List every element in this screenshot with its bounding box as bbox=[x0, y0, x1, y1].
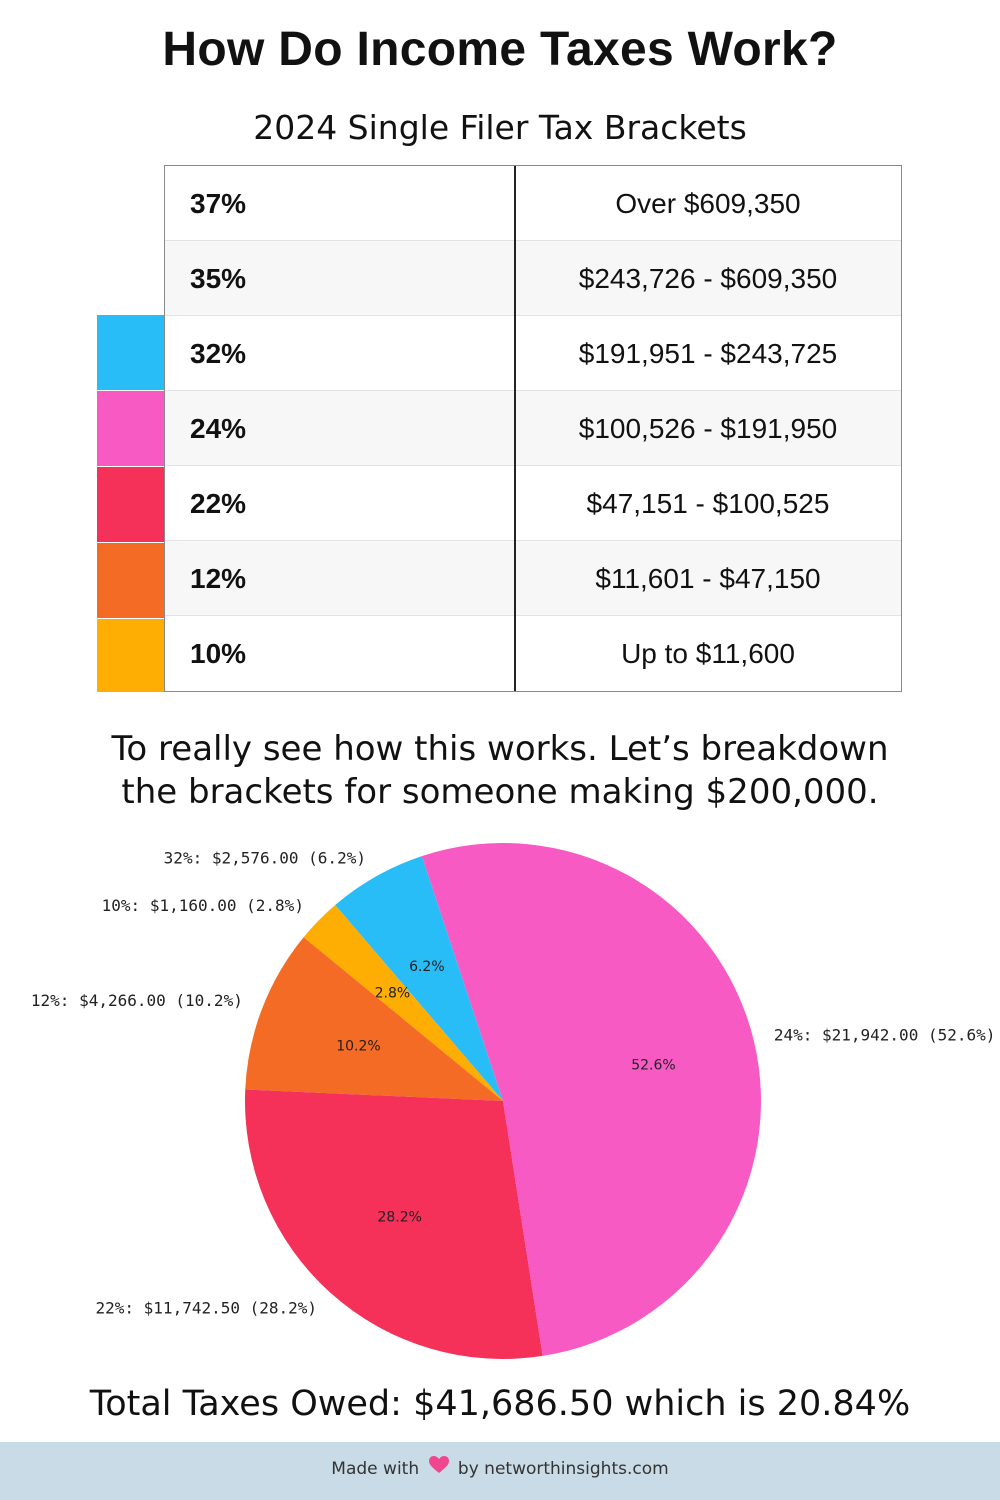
page-title: How Do Income Taxes Work? bbox=[162, 23, 838, 76]
total-value: $41,686.50 which is 20.84% bbox=[413, 1384, 911, 1424]
pie-inner-label: 28.2% bbox=[377, 1209, 421, 1225]
bracket-range: Over $609,350 bbox=[615, 188, 801, 219]
table-column-divider bbox=[514, 166, 516, 691]
bracket-rate: 32% bbox=[190, 338, 247, 369]
bracket-range: Up to $11,600 bbox=[621, 638, 795, 669]
total-label: Total Taxes Owed: bbox=[89, 1384, 402, 1424]
table-row: 12% $11,601 - $47,150 bbox=[165, 541, 901, 616]
pie-inner-label: 52.6% bbox=[631, 1058, 675, 1074]
pie-outer-label: 22%: $11,742.50 (28.2%) bbox=[96, 1299, 318, 1318]
footer-link[interactable]: by networthinsights.com bbox=[457, 1459, 669, 1479]
pie-slice-22 bbox=[245, 1089, 543, 1359]
bracket-range: $191,951 - $243,725 bbox=[578, 338, 838, 369]
bracket-range: $11,601 - $47,150 bbox=[595, 563, 821, 594]
pie-outer-label: 10%: $1,160.00 (2.8%) bbox=[102, 896, 304, 915]
swatch-24 bbox=[97, 391, 164, 466]
table-subtitle: 2024 Single Filer Tax Brackets bbox=[253, 108, 747, 147]
footer: Made with by networthinsights.com bbox=[0, 1442, 1000, 1500]
pie-inner-label: 2.8% bbox=[375, 986, 411, 1002]
total-taxes: Total Taxes Owed: $41,686.50 which is 20… bbox=[0, 1384, 1000, 1424]
table-row: 10% Up to $11,600 bbox=[165, 616, 901, 691]
bracket-rate: 12% bbox=[190, 563, 247, 594]
explanation-line-1: To really see how this works. Let’s brea… bbox=[111, 729, 889, 769]
explanation-text: To really see how this works. Let’s brea… bbox=[0, 728, 1000, 814]
table-row: 35% $243,726 - $609,350 bbox=[165, 241, 901, 316]
heart-icon bbox=[428, 1442, 449, 1496]
bracket-rate: 24% bbox=[190, 413, 247, 444]
bracket-rate: 35% bbox=[190, 263, 247, 294]
bracket-table: 37% Over $609,350 35% $243,726 - $609,35… bbox=[164, 165, 902, 692]
bracket-range: $243,726 - $609,350 bbox=[578, 263, 838, 294]
explanation-line-2: the brackets for someone making $200,000… bbox=[121, 772, 879, 812]
bracket-range: $100,526 - $191,950 bbox=[578, 413, 838, 444]
bracket-rate: 10% bbox=[190, 638, 247, 669]
pie-inner-label: 6.2% bbox=[409, 959, 445, 975]
bracket-rate: 37% bbox=[190, 188, 247, 219]
swatch-32 bbox=[97, 315, 164, 390]
pie-outer-label: 32%: $2,576.00 (6.2%) bbox=[164, 848, 366, 867]
pie-outer-label: 24%: $21,942.00 (52.6%) bbox=[774, 1026, 996, 1045]
table-row: 22% $47,151 - $100,525 bbox=[165, 466, 901, 541]
pie-slice-10 bbox=[303, 905, 503, 1101]
swatch-22 bbox=[97, 467, 164, 542]
table-row: 24% $100,526 - $191,950 bbox=[165, 391, 901, 466]
tax-pie-chart: 6.2% 32%: $2,576.00 (6.2%) 2.8% 10%: $1,160… bbox=[31, 843, 996, 1359]
pie-slice-24 bbox=[421, 843, 761, 1356]
swatch-10 bbox=[97, 619, 164, 692]
footer-made-with: Made with bbox=[331, 1459, 420, 1479]
swatch-12 bbox=[97, 543, 164, 618]
table-row: 37% Over $609,350 bbox=[165, 166, 901, 241]
pie-slice-12 bbox=[245, 937, 503, 1101]
pie-inner-label: 10.2% bbox=[336, 1039, 380, 1055]
pie-outer-label: 12%: $4,266.00 (10.2%) bbox=[31, 991, 243, 1010]
table-row: 32% $191,951 - $243,725 bbox=[165, 316, 901, 391]
bracket-rate: 22% bbox=[190, 488, 247, 519]
bracket-range: $47,151 - $100,525 bbox=[586, 488, 830, 519]
pie-slice-32 bbox=[335, 856, 503, 1101]
